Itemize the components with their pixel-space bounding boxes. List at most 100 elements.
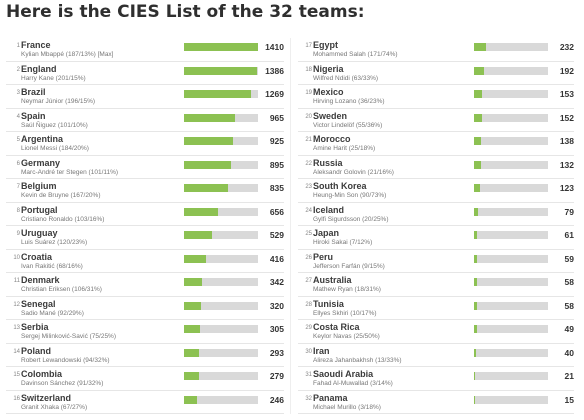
team-name: Croatia [21, 251, 53, 262]
top-player: Neymar Júnior (196/15%) [21, 98, 96, 105]
team-rank: 20 [305, 113, 312, 120]
team-row: 7 Belgium Kevin de Bruyne (167/20%) 835 [6, 179, 284, 203]
team-row: 12 Senegal Sadio Mané (92/29%) 320 [6, 297, 284, 320]
team-row: 23 South Korea Heung-Min Son (90/73%) 123 [298, 179, 574, 203]
value-bar-fill [474, 395, 476, 404]
team-rank: 1 [16, 43, 20, 49]
team-name: Saoudi Arabia [313, 369, 374, 379]
team-value: 925 [269, 136, 284, 146]
value-bar-track [474, 395, 548, 404]
value-bar-fill [184, 278, 202, 286]
value-bar-fill [474, 90, 483, 98]
team-name: Poland [21, 345, 52, 356]
team-rank: 18 [305, 66, 312, 73]
team-rank: 4 [16, 113, 20, 120]
value-bar-track [474, 113, 548, 122]
top-player: Amine Harit (25/18%) [313, 145, 376, 152]
value-bar-track [474, 66, 548, 75]
team-rank: 12 [13, 301, 20, 308]
value-bar-fill [474, 66, 485, 75]
team-name: Brazil [21, 87, 46, 97]
team-row: 26 Peru Jefferson Farfán (9/15%) 59 [298, 250, 574, 273]
team-name: Argentina [21, 134, 64, 144]
team-value: 21 [564, 371, 574, 381]
team-name: Belgium [21, 181, 57, 191]
value-bar-track [474, 160, 548, 169]
value-bar-fill [184, 43, 258, 51]
top-player: Ellyes Skhiri (10/17%) [313, 309, 377, 317]
top-player: Davinson Sánchez (91/32%) [21, 380, 104, 387]
top-player: Aleksandr Golovin (21/16%) [313, 168, 394, 176]
top-player: Mathew Ryan (18/31%) [313, 286, 381, 293]
value-bar-track [184, 207, 258, 216]
top-player: Saúl Ñiguez (101/10%) [21, 121, 88, 129]
value-bar-track [184, 372, 258, 380]
team-name: England [21, 63, 57, 74]
team-rank: 19 [305, 90, 312, 96]
team-name: Tunisia [313, 298, 344, 309]
team-row: 28 Tunisia Ellyes Skhiri (10/17%) 58 [298, 297, 574, 320]
team-name: Nigeria [313, 63, 344, 74]
value-bar-fill [474, 278, 478, 286]
top-player: Marc-André ter Stegen (101/11%) [21, 168, 119, 176]
value-bar-fill [184, 66, 257, 75]
value-bar-fill [474, 348, 477, 357]
team-name: Portugal [21, 204, 58, 215]
value-bar-track [184, 348, 258, 357]
team-value: 342 [269, 277, 284, 287]
team-name: Japan [313, 228, 340, 238]
team-row: 29 Costa Rica Keylor Navas (25/50%) 49 [298, 320, 574, 344]
team-name: Iceland [313, 204, 345, 215]
value-bar-track [474, 325, 548, 333]
team-rank: 25 [305, 231, 312, 237]
value-bar-track [184, 301, 258, 310]
page-title: Here is the CIES List of the 32 teams: [6, 2, 365, 22]
top-player: Luis Suárez (120/23%) [21, 239, 88, 246]
team-name: Senegal [21, 298, 56, 309]
team-row: 6 Germany Marc-André ter Stegen (101/11%) 8… [6, 156, 284, 179]
team-value: 416 [269, 253, 284, 264]
top-player: Sergej Milinković-Savić (75/25%) [21, 333, 117, 340]
column-divider [290, 38, 291, 414]
team-row: 31 Saoudi Arabia Fahad Al-Muwallad (3/14%)… [298, 367, 574, 391]
team-row: 1 France Kylian Mbappé (187/13%) [Max] 1410 [6, 38, 284, 62]
team-name: France [21, 40, 51, 50]
team-value: 305 [269, 324, 284, 334]
top-player: Gylfi Sigurdsson (20/25%) [313, 215, 389, 223]
team-rank: 10 [13, 254, 20, 261]
team-name: Colombia [21, 369, 63, 379]
value-bar-fill [474, 254, 478, 263]
team-name: Australia [313, 275, 352, 285]
value-bar-track [474, 43, 548, 51]
team-rank: 27 [305, 278, 312, 284]
team-row: 13 Serbia Sergej Milinković-Savić (75/25%)… [6, 320, 284, 344]
value-bar-fill [184, 348, 200, 357]
value-bar-track [474, 254, 548, 263]
team-rank: 13 [13, 325, 20, 331]
value-bar-fill [474, 184, 481, 192]
team-row: 4 Spain Saúl Ñiguez (101/10%) 965 [6, 109, 284, 132]
value-bar-track [184, 137, 258, 145]
team-rank: 14 [13, 348, 20, 355]
team-rank: 24 [305, 207, 312, 214]
team-value: 49 [564, 324, 574, 334]
value-bar-track [474, 301, 548, 310]
team-rank: 30 [305, 348, 312, 355]
team-row: 24 Iceland Gylfi Sigurdsson (20/25%) 79 [298, 203, 574, 226]
value-bar-track [184, 66, 258, 75]
team-row: 5 Argentina Lionel Messi (184/20%) 925 [6, 132, 284, 156]
value-bar-fill [184, 160, 231, 169]
team-row: 2 England Harry Kane (201/15%) 1386 [6, 62, 284, 85]
team-value: 1410 [265, 42, 284, 52]
value-bar-track [184, 278, 258, 286]
team-row: 15 Colombia Davinson Sánchez (91/32%) 279 [6, 367, 284, 391]
team-row: 27 Australia Mathew Ryan (18/31%) 58 [298, 273, 574, 297]
value-bar-fill [184, 184, 228, 192]
value-bar-track [184, 254, 258, 263]
team-value: 58 [564, 300, 574, 311]
team-rank: 17 [305, 43, 312, 49]
value-bar-track [184, 325, 258, 333]
value-bar-fill [474, 43, 487, 51]
team-value: 320 [269, 300, 284, 311]
top-player: Robert Lewandowski (94/32%) [21, 356, 110, 364]
